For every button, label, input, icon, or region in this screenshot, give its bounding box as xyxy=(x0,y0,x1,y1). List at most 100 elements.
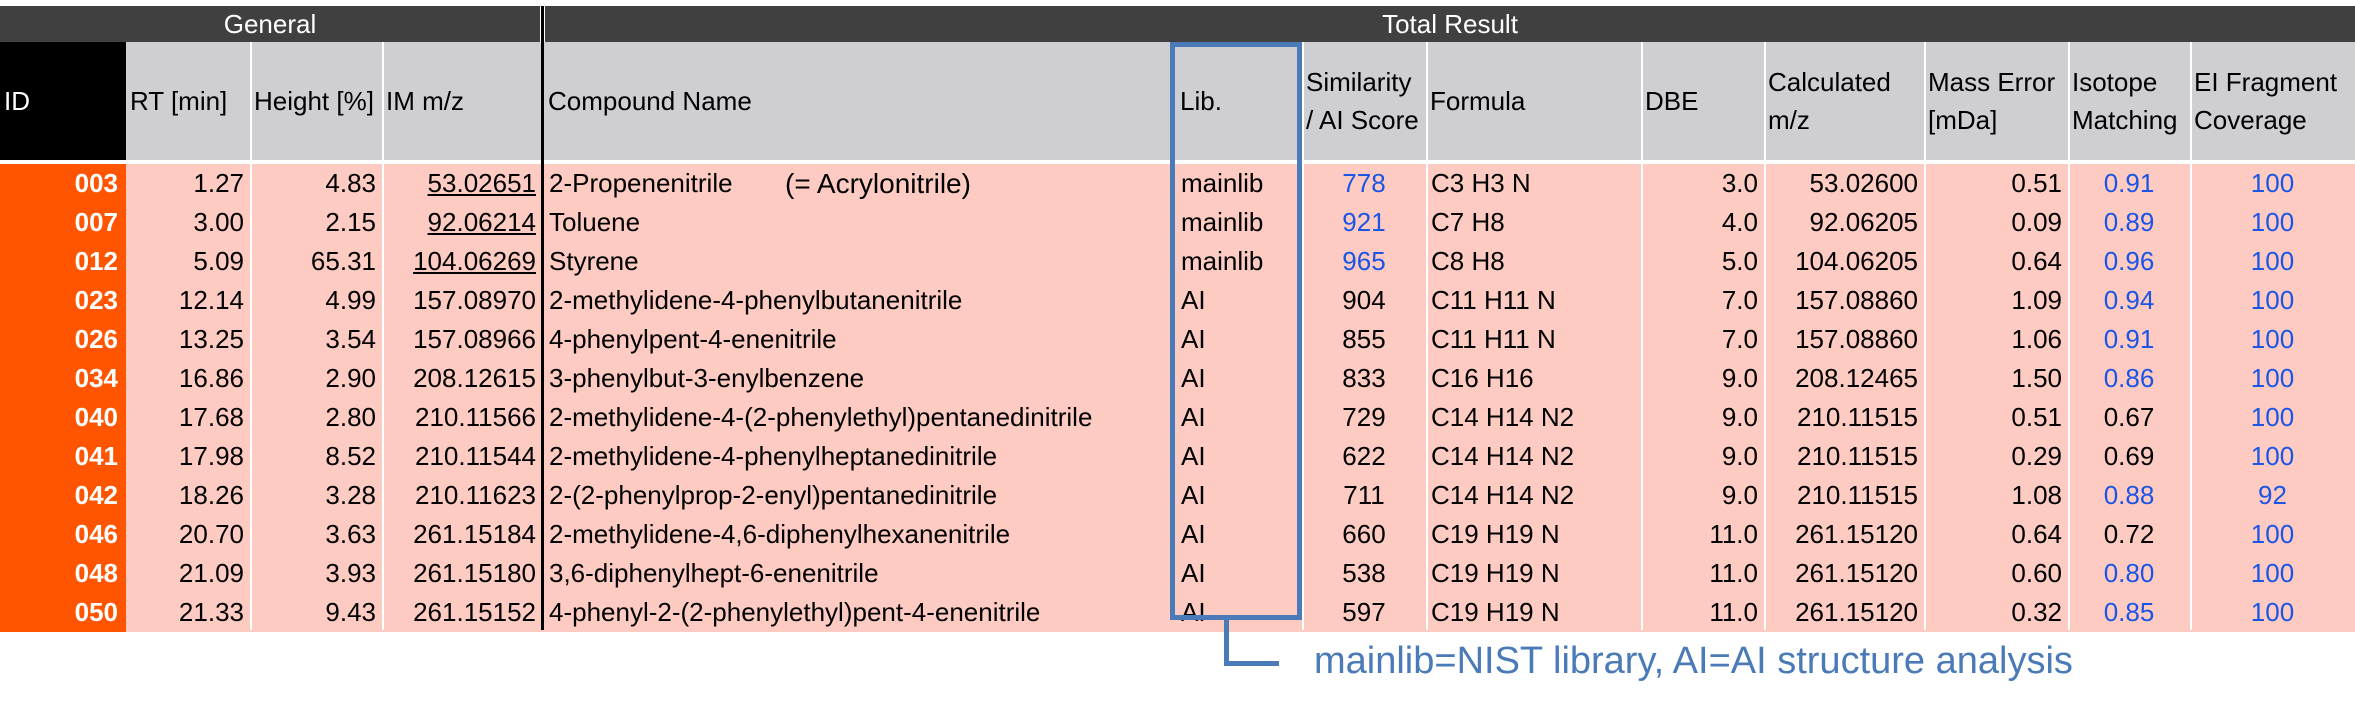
cell-lib: AI xyxy=(1181,441,1206,471)
cell-im-mz: 104.06269 xyxy=(413,246,536,276)
header-compound-name: Compound Name xyxy=(548,86,752,116)
table-row: 023 12.14 4.99 157.08970 2-methylidene-4-phe… xyxy=(0,281,2355,320)
cell-rt: 17.98 xyxy=(178,441,244,471)
cell-dbe: 9.0 xyxy=(1721,480,1758,510)
cell-lib: mainlib xyxy=(1181,207,1264,237)
header-ei-fragment-coverage: EI Fragment Coverage xyxy=(2194,67,2338,135)
cell-lib: AI xyxy=(1181,519,1206,549)
header-id: ID xyxy=(0,42,126,160)
cell-im-mz: 210.11544 xyxy=(415,441,536,471)
cell-compound-name: 3,6-diphenylhept-6-enenitrile xyxy=(549,558,879,588)
cell-isotope-matching: 0.85 xyxy=(2103,597,2155,627)
cell-compound-name: 2-methylidene-4,6-diphenylhexanenitrile xyxy=(549,519,1011,549)
cell-compound-name: 4-phenylpent-4-enenitrile xyxy=(549,324,837,354)
cell-isotope-matching: 0.67 xyxy=(2103,402,2155,432)
cell-im-mz: 208.12615 xyxy=(413,363,536,393)
cell-isotope-matching: 0.94 xyxy=(2103,285,2155,315)
cell-height: 3.28 xyxy=(325,480,376,510)
cell-height: 4.83 xyxy=(325,168,376,198)
cell-isotope-matching: 0.89 xyxy=(2103,207,2155,237)
cell-compound-name: Toluene xyxy=(549,207,641,237)
cell-dbe: 11.0 xyxy=(1709,597,1758,627)
cell-calculated-mz: 208.12465 xyxy=(1795,363,1918,393)
cell-height: 3.54 xyxy=(325,324,376,354)
cell-height: 3.93 xyxy=(325,558,376,588)
cell-compound-name: 2-methylidene-4-phenylbutanenitrile xyxy=(549,285,963,315)
cell-formula: C19 H19 N xyxy=(1431,558,1560,588)
cell-similarity-score: 904 xyxy=(1342,285,1386,315)
cell-mass-error: 0.64 xyxy=(2011,246,2062,276)
cell-height: 4.99 xyxy=(325,285,376,315)
cell-compound-name: 2-methylidene-4-phenylheptanedinitrile xyxy=(549,441,998,471)
cell-mass-error: 0.60 xyxy=(2011,558,2062,588)
cell-lib: mainlib xyxy=(1181,246,1264,276)
cell-dbe: 7.0 xyxy=(1721,285,1758,315)
cell-ei-fragment-coverage: 100 xyxy=(2250,324,2295,354)
cell-mass-error: 0.51 xyxy=(2011,168,2062,198)
cell-mass-error: 1.06 xyxy=(2011,324,2062,354)
cell-calculated-mz: 261.15120 xyxy=(1795,519,1918,549)
cell-height: 2.80 xyxy=(325,402,376,432)
cell-similarity-score: 965 xyxy=(1342,246,1386,276)
header-dbe: DBE xyxy=(1645,86,1699,116)
cell-im-mz: 261.15180 xyxy=(413,558,536,588)
table-row: 048 21.09 3.93 261.15180 3,6-diphenylhept-6-… xyxy=(0,554,2355,593)
cell-height: 2.15 xyxy=(325,207,376,237)
cell-similarity-score: 660 xyxy=(1342,519,1386,549)
cell-formula: C16 H16 xyxy=(1431,363,1534,393)
cell-id: 026 xyxy=(0,320,126,359)
header-similarity-score: Similarity / AI Score xyxy=(1306,67,1419,135)
cell-ei-fragment-coverage: 100 xyxy=(2250,363,2295,393)
cell-formula: C11 H11 N xyxy=(1431,285,1556,315)
cell-rt: 16.86 xyxy=(178,363,244,393)
cell-similarity-score: 778 xyxy=(1342,168,1386,198)
cell-compound-name: 2-methylidene-4-(2-phenylethyl)pentanedi… xyxy=(549,402,1093,432)
cell-similarity-score: 597 xyxy=(1342,597,1386,627)
cell-formula: C8 H8 xyxy=(1431,246,1505,276)
cell-dbe: 11.0 xyxy=(1709,519,1758,549)
cell-dbe: 9.0 xyxy=(1721,363,1758,393)
table-row: 034 16.86 2.90 208.12615 3-phenylbut-3-enylb… xyxy=(0,359,2355,398)
group-header-general: General xyxy=(0,6,540,42)
cell-similarity-score: 855 xyxy=(1342,324,1386,354)
cell-calculated-mz: 261.15120 xyxy=(1795,597,1918,627)
cell-rt: 5.09 xyxy=(193,246,244,276)
cell-isotope-matching: 0.69 xyxy=(2103,441,2155,471)
cell-lib: AI xyxy=(1181,480,1206,510)
highlight-connector-line xyxy=(1224,620,1279,666)
cell-id: 034 xyxy=(0,359,126,398)
cell-id: 041 xyxy=(0,437,126,476)
cell-mass-error: 0.29 xyxy=(2011,441,2062,471)
cell-lib: AI xyxy=(1181,597,1206,627)
cell-id: 046 xyxy=(0,515,126,554)
header-lib: Lib. xyxy=(1180,86,1222,116)
cell-calculated-mz: 92.06205 xyxy=(1809,207,1918,237)
library-legend-note: mainlib=NIST library, AI=AI structure an… xyxy=(1314,640,2073,682)
cell-mass-error: 0.09 xyxy=(2011,207,2062,237)
lib-column-highlight-box xyxy=(1170,42,1302,620)
cell-similarity-score: 622 xyxy=(1342,441,1386,471)
cell-rt: 17.68 xyxy=(178,402,244,432)
cell-similarity-score: 833 xyxy=(1342,363,1386,393)
acrylonitrile-annotation: (= Acrylonitrile) xyxy=(785,167,971,199)
cell-ei-fragment-coverage: 100 xyxy=(2250,441,2295,471)
cell-ei-fragment-coverage: 100 xyxy=(2250,597,2295,627)
column-header-bar xyxy=(126,42,2355,160)
general-total-divider xyxy=(541,6,544,630)
cell-lib: AI xyxy=(1181,324,1206,354)
table-row: 007 3.00 2.15 92.06214 Toluene mainlib 921 C7 H… xyxy=(0,203,2355,242)
cell-rt: 20.70 xyxy=(178,519,244,549)
cell-similarity-score: 729 xyxy=(1342,402,1386,432)
cell-id: 007 xyxy=(0,203,126,242)
table-row: 042 18.26 3.28 210.11623 2-(2-phenylprop-2-e… xyxy=(0,476,2355,515)
cell-id: 050 xyxy=(0,593,126,632)
table-row: 041 17.98 8.52 210.11544 2-methylidene-4-phe… xyxy=(0,437,2355,476)
cell-rt: 1.27 xyxy=(193,168,244,198)
cell-id: 042 xyxy=(0,476,126,515)
cell-rt: 3.00 xyxy=(193,207,244,237)
cell-calculated-mz: 157.08860 xyxy=(1795,324,1918,354)
cell-calculated-mz: 104.06205 xyxy=(1795,246,1918,276)
cell-id: 040 xyxy=(0,398,126,437)
cell-dbe: 3.0 xyxy=(1721,168,1758,198)
cell-isotope-matching: 0.91 xyxy=(2103,324,2155,354)
